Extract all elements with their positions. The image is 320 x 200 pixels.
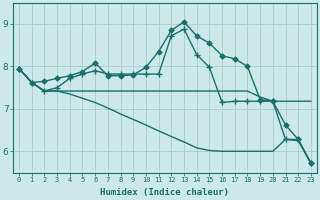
X-axis label: Humidex (Indice chaleur): Humidex (Indice chaleur) [100, 188, 229, 197]
